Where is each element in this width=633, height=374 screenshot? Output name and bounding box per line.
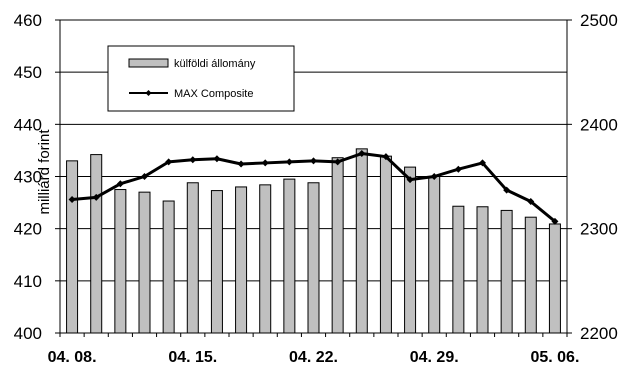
bar [500, 209, 513, 334]
line-point [382, 153, 390, 161]
line-point [406, 176, 414, 184]
legend-box [107, 45, 295, 112]
right-tick-label: 2400 [580, 115, 618, 134]
left-tick-label: 460 [14, 11, 42, 30]
x-tick-label: 04. 08. [48, 349, 97, 366]
left-tick-label: 450 [14, 63, 42, 82]
bar [404, 166, 417, 334]
line-point [141, 173, 148, 180]
right-tick-label: 2200 [580, 324, 618, 343]
line-point [479, 159, 486, 167]
legend-label-bars: külföldi állomány [174, 58, 256, 70]
bar [90, 154, 103, 334]
line-point [261, 159, 269, 167]
bar [283, 178, 296, 334]
line-point [527, 198, 535, 206]
line-point [503, 186, 511, 194]
bar [210, 190, 223, 334]
bar [524, 216, 537, 334]
line-point [189, 156, 197, 164]
line-series [68, 150, 559, 225]
line-point [454, 165, 462, 173]
x-axis-ticks: 04. 08. 04. 15. 04. 22. 04. 29. 05. 06. [48, 333, 579, 366]
bar [162, 200, 175, 334]
bar [186, 182, 199, 334]
left-tick-label: 420 [14, 220, 42, 239]
legend: külföldi állomány MAX Composite [107, 45, 295, 112]
y-axis-label: milliárd forint [36, 129, 53, 215]
left-tick-label: 430 [14, 168, 42, 187]
bar [259, 184, 272, 334]
line-point [285, 158, 293, 166]
line-point [116, 180, 124, 188]
left-tick-label: 440 [14, 115, 42, 134]
bar [452, 205, 465, 334]
bar [548, 223, 561, 334]
line-point [310, 157, 317, 165]
line-point [92, 193, 100, 201]
right-tick-label: 2500 [580, 11, 618, 30]
left-axis-ticks: 400 410 420 430 440 450 460 [14, 11, 60, 343]
bar [307, 182, 320, 334]
line-point [334, 158, 342, 166]
bar [138, 191, 151, 334]
bar [114, 189, 127, 334]
x-tick-label: 04. 22. [289, 349, 338, 366]
line-point [358, 150, 366, 158]
line-point [68, 195, 76, 203]
legend-label-line: MAX Composite [174, 88, 253, 100]
x-tick-label: 04. 29. [410, 349, 459, 366]
line-point [165, 158, 173, 166]
line-point [551, 217, 559, 225]
left-tick-label: 410 [14, 272, 42, 291]
bar [379, 155, 392, 334]
legend-bar-swatch [128, 58, 169, 68]
bar [476, 206, 489, 334]
bar [66, 160, 79, 334]
bar [331, 157, 344, 334]
line-point [237, 160, 245, 168]
line-point [213, 155, 221, 163]
legend-line-marker [145, 90, 152, 96]
line-point [430, 173, 438, 180]
left-tick-label: 400 [14, 324, 42, 343]
bar [235, 186, 248, 334]
bar [355, 148, 368, 334]
bar [428, 176, 441, 334]
right-axis-ticks: 2200 2300 2400 2500 [567, 11, 618, 343]
bars [66, 148, 561, 334]
x-tick-label: 05. 06. [530, 349, 579, 366]
x-tick-label: 04. 15. [168, 349, 217, 366]
right-tick-label: 2300 [580, 220, 618, 239]
